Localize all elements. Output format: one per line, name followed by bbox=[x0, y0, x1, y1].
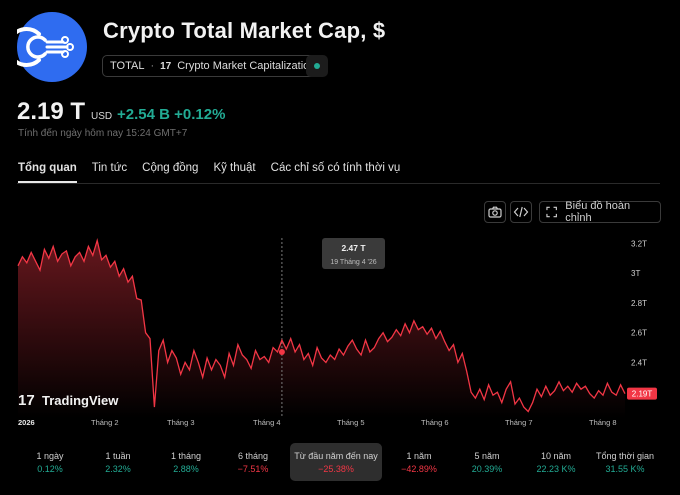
chart-area-fill bbox=[18, 240, 625, 418]
market-status-indicator[interactable] bbox=[306, 55, 328, 77]
tab-bar: Tổng quan Tin tức Cộng đồng Kỹ thuật Các… bbox=[18, 162, 400, 183]
watermark-label: TradingView bbox=[42, 393, 119, 408]
y-tick-label: 3T bbox=[631, 269, 640, 278]
tooltip-date: 19 Tháng 4 '26 bbox=[330, 259, 376, 266]
price-chart[interactable]: 2.47 T 19 Tháng 4 '26 3.2T 3T 2.8T 2.6T 2.4T… bbox=[0, 226, 680, 431]
period-change-value: 0.12% bbox=[37, 463, 63, 474]
period-change-value: −42.89% bbox=[401, 463, 437, 474]
status-dot-icon bbox=[314, 63, 320, 69]
period-label: 1 năm bbox=[406, 450, 432, 461]
y-axis: 3.2T 3T 2.8T 2.6T 2.4T bbox=[631, 239, 647, 367]
tab-overview[interactable]: Tổng quan bbox=[18, 162, 77, 183]
period-label: 1 ngày bbox=[36, 450, 64, 461]
period-change-value: 20.39% bbox=[471, 463, 503, 474]
x-tick-label: Tháng 4 bbox=[253, 418, 281, 427]
period-button[interactable]: Từ đầu năm đến nay −25.38% bbox=[290, 443, 382, 481]
network-nodes-icon bbox=[17, 12, 87, 82]
period-change-value: 22.23 K% bbox=[536, 463, 576, 474]
x-tick-label: Tháng 3 bbox=[167, 418, 195, 427]
chart-series-line bbox=[17, 237, 626, 413]
x-tick-label: Tháng 2 bbox=[91, 418, 119, 427]
period-change-value: −25.38% bbox=[318, 463, 354, 474]
symbol-label: TOTAL bbox=[110, 60, 145, 72]
last-price-label: 2.19T bbox=[632, 390, 653, 399]
tradingview-mini-logo: 17 bbox=[160, 60, 172, 72]
period-button[interactable]: 1 ngày 0.12% bbox=[20, 443, 80, 481]
x-tick-label: 2026 bbox=[18, 418, 35, 427]
price-change: +2.54 B +0.12% bbox=[117, 106, 226, 123]
as-of-timestamp: Tính đến ngày hôm nay 15:24 GMT+7 bbox=[18, 128, 188, 139]
hover-point bbox=[278, 349, 285, 356]
source-label: Crypto Market Capitalization bbox=[177, 60, 316, 72]
tooltip-value: 2.47 T bbox=[341, 243, 366, 253]
current-price: 2.19 T bbox=[17, 98, 86, 125]
period-change-value: 2.88% bbox=[173, 463, 199, 474]
chart-tooltip: 2.47 T 19 Tháng 4 '26 bbox=[322, 238, 385, 269]
x-tick-label: Tháng 8 bbox=[589, 418, 617, 427]
period-button[interactable]: 1 tuần 2.32% bbox=[88, 443, 148, 481]
tradingview-watermark: 17 TradingView bbox=[18, 392, 119, 409]
y-tick-label: 2.8T bbox=[631, 299, 647, 308]
period-label: 5 năm bbox=[474, 450, 500, 461]
y-tick-label: 3.2T bbox=[631, 239, 647, 248]
tradingview-logo-icon: 17 bbox=[18, 392, 35, 409]
period-button[interactable]: 6 tháng −7.51% bbox=[223, 443, 283, 481]
x-axis: 2026 Tháng 2 Tháng 3 Tháng 4 Tháng 5 Tháng 6 T… bbox=[18, 418, 617, 427]
code-icon bbox=[513, 206, 529, 218]
period-performance-bar: 1 ngày 0.12% 1 tuần 2.32% 1 tháng 2.88% 6 thán… bbox=[0, 443, 680, 483]
page-title: Crypto Total Market Cap, $ bbox=[103, 18, 386, 43]
period-label: 10 năm bbox=[540, 450, 572, 461]
last-price-tag: 2.19T bbox=[627, 387, 657, 400]
period-label: Tổng thời gian bbox=[596, 450, 654, 461]
period-change-value: −7.51% bbox=[237, 463, 269, 474]
period-button[interactable]: 1 tháng 2.88% bbox=[156, 443, 216, 481]
tab-community[interactable]: Cộng đồng bbox=[142, 162, 199, 174]
x-tick-label: Tháng 6 bbox=[421, 418, 449, 427]
camera-icon bbox=[488, 206, 502, 218]
tab-news[interactable]: Tin tức bbox=[91, 162, 128, 174]
period-button[interactable]: 1 năm −42.89% bbox=[389, 443, 449, 481]
full-chart-label: Biểu đồ hoàn chỉnh bbox=[565, 200, 631, 224]
period-button[interactable]: 5 năm 20.39% bbox=[457, 443, 517, 481]
x-tick-label: Tháng 7 bbox=[505, 418, 533, 427]
y-tick-label: 2.6T bbox=[631, 329, 647, 338]
period-change-value: 31.55 K% bbox=[605, 463, 645, 474]
full-chart-button[interactable]: Biểu đồ hoàn chỉnh bbox=[539, 200, 661, 224]
period-change-value: 2.32% bbox=[105, 463, 131, 474]
fullscreen-icon bbox=[546, 206, 557, 218]
separator-dot: · bbox=[150, 60, 155, 72]
period-label: 1 tuần bbox=[105, 450, 131, 461]
period-label: Từ đầu năm đến nay bbox=[294, 450, 378, 461]
period-button[interactable]: 10 năm 22.23 K% bbox=[526, 443, 586, 481]
tab-divider bbox=[17, 183, 660, 184]
symbol-tag[interactable]: TOTAL · 17 Crypto Market Capitalization bbox=[102, 55, 324, 77]
period-label: 6 tháng bbox=[237, 450, 269, 461]
embed-button[interactable] bbox=[510, 201, 532, 223]
currency-label: USD bbox=[91, 111, 113, 122]
tab-technicals[interactable]: Kỹ thuật bbox=[213, 162, 256, 174]
x-tick-label: Tháng 5 bbox=[337, 418, 365, 427]
tab-seasonals[interactable]: Các chỉ số có tính thời vụ bbox=[270, 162, 401, 174]
y-tick-label: 2.4T bbox=[631, 358, 647, 367]
snapshot-button[interactable] bbox=[484, 201, 506, 223]
period-label: 1 tháng bbox=[170, 450, 202, 461]
period-button[interactable]: Tổng thời gian 31.55 K% bbox=[590, 443, 660, 481]
